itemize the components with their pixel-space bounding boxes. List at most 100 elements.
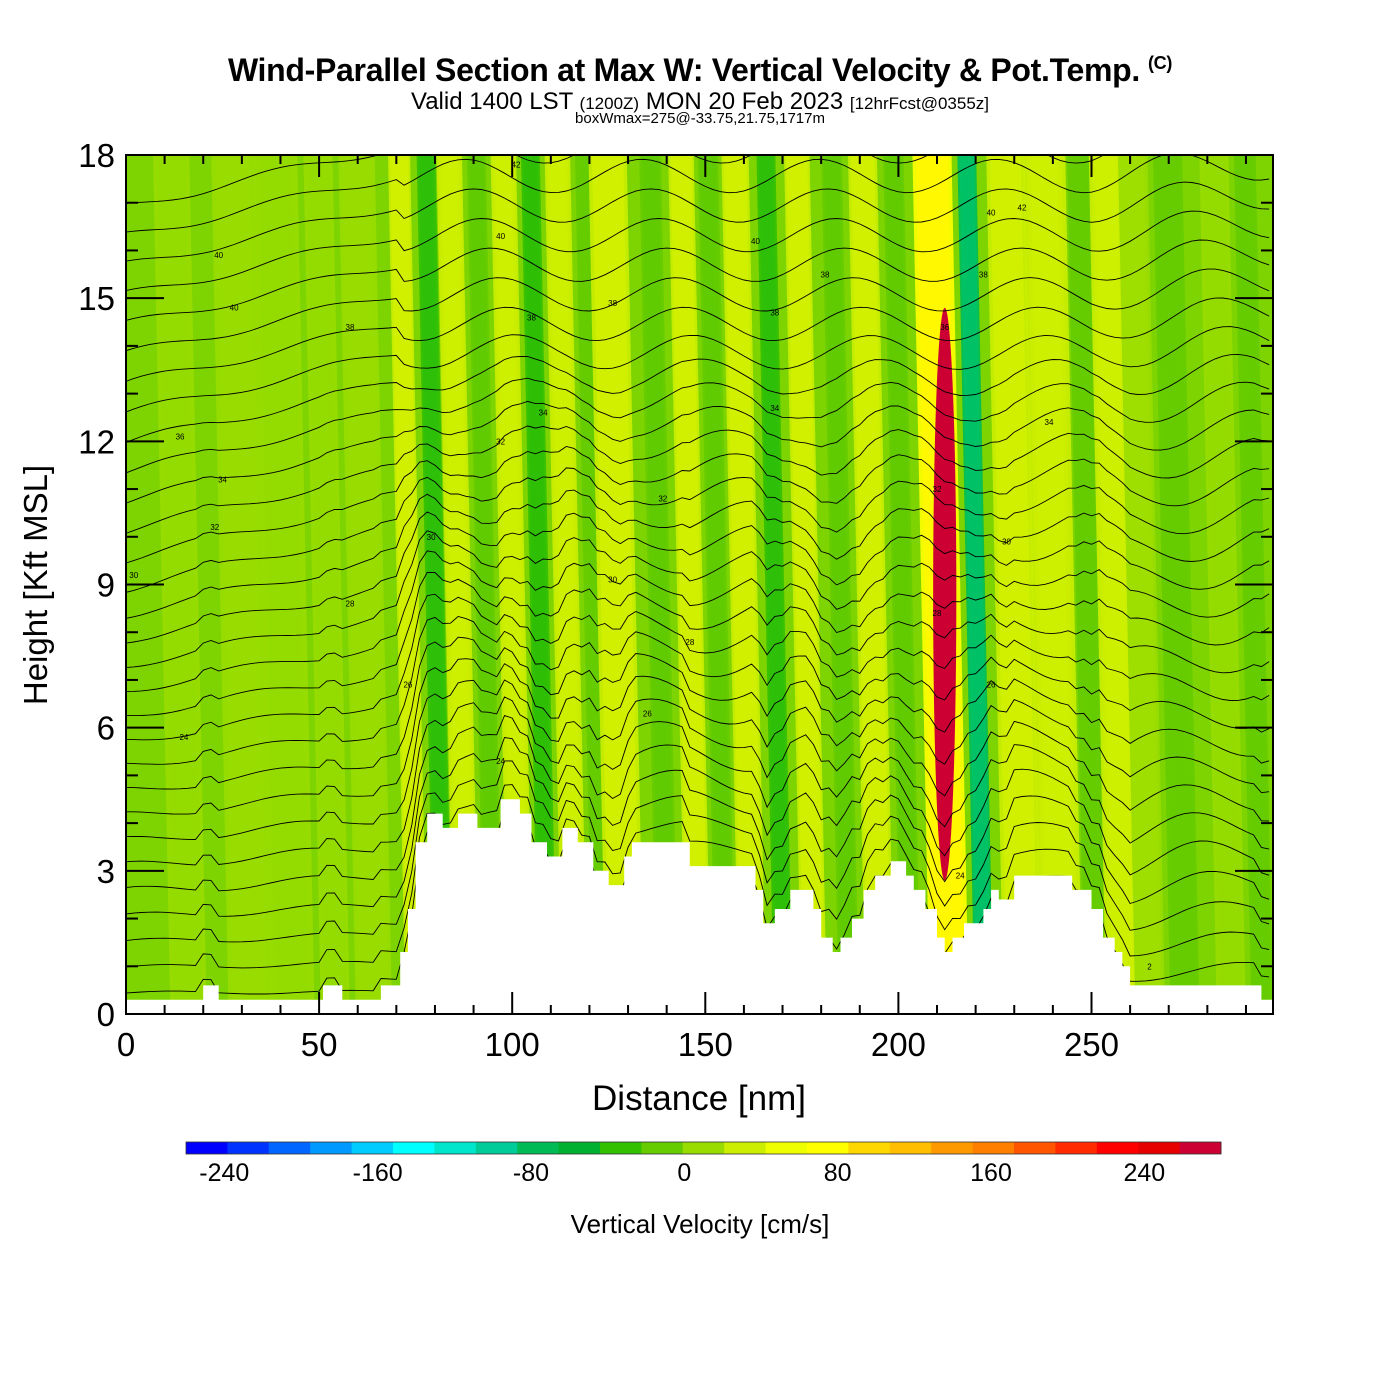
x-tick-label: 150: [678, 1026, 733, 1063]
isentrope-label: 24: [496, 757, 505, 766]
isentrope-label: 38: [821, 270, 830, 279]
colorbar-tick-labels: -240 -160 -80 0 80 160 240: [199, 1159, 1165, 1187]
colorbar-swatch: [1179, 1142, 1222, 1154]
colorbar-swatch: [1055, 1142, 1098, 1154]
isentrope-label: 30: [427, 533, 436, 542]
y-tick-label: 0: [97, 996, 115, 1033]
isentrope-line: [126, 377, 1270, 474]
isentrope-label: 32: [658, 495, 667, 504]
isentrope-label: 28: [346, 600, 355, 609]
chart-subtitle: boxWmax=275@-33.75,21.75,1717m: [575, 110, 825, 127]
colorbar-swatch: [682, 1142, 725, 1154]
isentrope-label: 24: [179, 733, 188, 742]
y-axis-label: Height [Kft MSL]: [17, 465, 54, 705]
colorbar: [185, 1141, 1222, 1155]
vertical-velocity-field: [153, 155, 1273, 1014]
isentrope-label: 36: [940, 323, 949, 332]
colorbar-swatch: [1138, 1142, 1181, 1154]
y-tick-label: 15: [78, 280, 115, 317]
isentrope-label: 38: [979, 270, 988, 279]
colorbar-tick-label: -240: [199, 1159, 249, 1187]
velocity-band: [588, 155, 645, 1014]
colorbar-swatch: [1014, 1142, 1056, 1154]
x-tick-label: 100: [485, 1026, 540, 1063]
isentrope-label: 38: [608, 299, 617, 308]
isentrope-line: [126, 181, 1270, 262]
colorbar-tick-label: 160: [970, 1159, 1012, 1187]
velocity-band: [721, 155, 767, 1014]
velocity-band: [1117, 155, 1166, 1014]
isentrope-line: [126, 467, 1270, 593]
isentrope-label: 40: [751, 237, 760, 246]
forecast-info: [12hrFcst@0355z]: [849, 94, 990, 113]
isentrope-label: 30: [608, 576, 617, 585]
colorbar-tick-label: 80: [824, 1159, 852, 1187]
chart-title: Wind-Parallel Section at Max W: Vertical…: [0, 52, 1400, 89]
colorbar-tick-label: -160: [353, 1159, 403, 1187]
colorbar-swatch: [393, 1142, 435, 1154]
isentrope-line: [126, 736, 1270, 917]
isentrope-label: 40: [987, 208, 996, 217]
velocity-band: [668, 155, 712, 1014]
isentrope-line: [126, 268, 1270, 352]
isentrope-label: 38: [527, 313, 536, 322]
isentrope-label: 34: [1045, 418, 1054, 427]
velocity-band: [253, 155, 315, 1014]
colorbar-swatch: [931, 1142, 974, 1154]
velocity-band: [639, 155, 679, 1014]
isentrope-label: 24: [956, 872, 965, 881]
y-tick-label: 12: [78, 423, 115, 460]
colorbar-swatch: [724, 1142, 767, 1154]
plot-area: 4040383634323028262440383432303032282624…: [125, 154, 1274, 1015]
isentrope-line: [126, 714, 1270, 892]
colorbar-swatch: [972, 1142, 1015, 1154]
isentrope-line: [126, 760, 1270, 943]
colorbar-frame: [185, 1141, 1222, 1155]
colorbar-swatch: [1096, 1142, 1139, 1154]
isentrope-label: 34: [770, 404, 779, 413]
colorbar-swatch: [434, 1142, 477, 1154]
isentrope-label: 40: [214, 251, 223, 260]
isentrope-label: 26: [987, 681, 996, 690]
isentrope-line: [126, 784, 1270, 969]
colorbar-swatch: [848, 1142, 891, 1154]
isentrope-label: 30: [129, 571, 138, 580]
colorbar-swatch: [351, 1142, 394, 1154]
isentrope-label: 30: [1002, 538, 1011, 547]
velocity-band: [883, 155, 921, 1014]
velocity-band: [436, 155, 480, 1014]
colorbar-swatch: [600, 1142, 642, 1154]
x-tick-labels: 0 50 100 150 200 250: [117, 1026, 1119, 1063]
valid-utc: (1200Z): [579, 94, 640, 113]
isentrope-line: [126, 239, 1270, 321]
axis-ticks: [126, 155, 1273, 1014]
velocity-band: [544, 155, 588, 1014]
isentrope-line: [126, 616, 1270, 765]
isentrope-label: 42: [512, 161, 521, 170]
isentrope-line: [126, 297, 1270, 382]
colorbar-swatch: [889, 1142, 932, 1154]
velocity-band: [416, 155, 453, 1014]
isentrope-line: [126, 155, 1270, 233]
isentrope-label: 28: [685, 638, 694, 647]
velocity-band: [211, 155, 273, 1014]
isentrope-label: 42: [1018, 203, 1027, 212]
isentrope-label: 40: [230, 304, 239, 313]
colorbar-swatch: [310, 1142, 353, 1154]
velocity-band: [520, 155, 558, 1014]
colorbar-swatch: [807, 1142, 849, 1154]
colorbar-swatch: [268, 1142, 311, 1154]
velocity-band: [153, 155, 207, 1014]
y-tick-label: 9: [97, 567, 115, 604]
y-tick-labels: 0 3 6 9 12 15 18: [78, 137, 115, 1033]
isentrope-line: [126, 155, 1105, 204]
colorbar-tick-label: 240: [1123, 1159, 1165, 1187]
isentrope-label: 32: [933, 485, 942, 494]
valid-prefix: Valid 1400 LST: [410, 88, 573, 115]
isentrope-line: [126, 511, 1270, 644]
y-tick-label: 18: [78, 137, 115, 174]
colorbar-label: Vertical Velocity [cm/s]: [571, 1209, 830, 1239]
isentrope-label: 40: [496, 232, 505, 241]
colorbar-tick-label: -80: [513, 1159, 549, 1187]
